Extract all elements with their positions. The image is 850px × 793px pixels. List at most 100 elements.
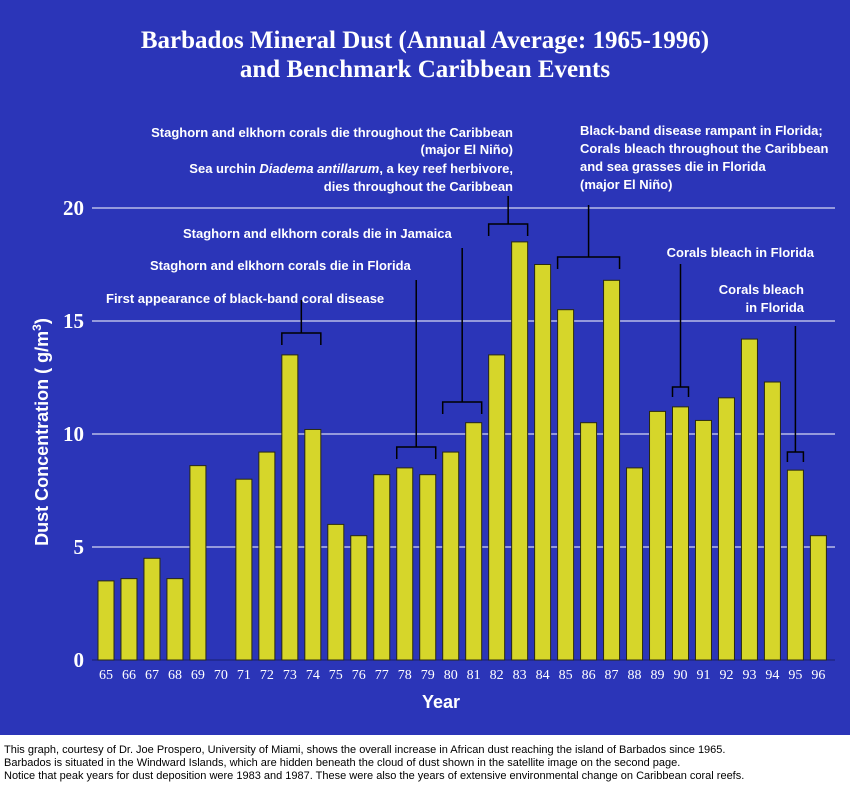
- bar-83: [511, 241, 529, 661]
- annotation-corals-die-caribbean: Staghorn and elkhorn corals die througho…: [151, 125, 513, 140]
- bar-67: [143, 557, 161, 661]
- bar-71: [235, 478, 253, 661]
- annotation-black-band-first: First appearance of black-band coral dis…: [106, 291, 384, 306]
- bar-88: [626, 467, 644, 661]
- bar-96: [809, 535, 827, 661]
- bar-91: [694, 419, 712, 661]
- event-bracket: [441, 248, 483, 414]
- x-tick-label: 73: [283, 668, 297, 683]
- bar-79: [419, 474, 437, 661]
- y-tick-label: 10: [63, 422, 84, 446]
- event-brackets: [281, 196, 805, 462]
- event-bracket: [487, 196, 529, 236]
- annotation-corals-die-florida: Staghorn and elkhorn corals die in Flori…: [150, 258, 412, 273]
- x-tick-label: 79: [421, 668, 435, 683]
- caption: This graph, courtesy of Dr. Joe Prospero…: [4, 744, 846, 783]
- y-axis-label-close: ): [32, 318, 52, 324]
- x-axis-ticks: 65 66 67 68 69 70 71 72 73 74 75 76 77 78 79 80 81 82 83 84…: [99, 668, 825, 683]
- x-tick-label: 80: [444, 668, 458, 683]
- y-axis-label: Dust Concentration ( g/m3): [30, 318, 52, 546]
- annotation-el-nino-1983: (major El Niño): [421, 142, 513, 157]
- caption-line-2: Barbados is situated in the Windward Isl…: [4, 757, 681, 769]
- bar-73: [281, 354, 299, 661]
- x-tick-label: 87: [605, 668, 619, 683]
- caption-line-3: Notice that peak years for dust depositi…: [4, 770, 745, 782]
- event-bracket: [671, 264, 690, 397]
- event-bracket: [281, 300, 322, 345]
- bar-69: [189, 465, 207, 661]
- bar-90: [672, 406, 689, 661]
- x-tick-label: 96: [811, 668, 825, 683]
- bar-72: [258, 451, 276, 661]
- bar-80: [442, 451, 460, 661]
- x-tick-label: 74: [306, 668, 320, 683]
- bar-85: [557, 309, 575, 661]
- bar-95: [786, 469, 804, 661]
- urchin-species: Diadema antillarum: [259, 161, 379, 176]
- x-tick-label: 68: [168, 668, 182, 683]
- x-tick-label: 71: [237, 668, 251, 683]
- urchin-suffix: , a key reef herbivore,: [379, 161, 513, 176]
- x-tick-label: 67: [145, 668, 159, 683]
- x-tick-label: 69: [191, 668, 205, 683]
- event-bracket: [395, 280, 437, 459]
- annotation-black-band-rampant: Black-band disease rampant in Florida;: [580, 123, 823, 138]
- x-axis-label: Year: [422, 692, 460, 712]
- chart-title-line-1: Barbados Mineral Dust (Annual Average: 1…: [141, 27, 709, 54]
- bar-77: [373, 474, 391, 661]
- urchin-prefix: Sea urchin: [189, 161, 259, 176]
- bar-94: [763, 381, 781, 661]
- caption-line-1: This graph, courtesy of Dr. Joe Prospero…: [4, 744, 726, 756]
- x-tick-label: 91: [696, 668, 710, 683]
- x-tick-label: 82: [490, 668, 504, 683]
- x-tick-label: 88: [628, 668, 642, 683]
- x-tick-label: 65: [99, 668, 113, 683]
- x-tick-label: 72: [260, 668, 274, 683]
- x-tick-label: 90: [674, 668, 688, 683]
- annotation-sea-urchin: Sea urchin Diadema antillarum, a key ree…: [189, 161, 513, 176]
- annotation-corals-bleach-caribbean: Corals bleach throughout the Caribbean: [580, 141, 829, 156]
- x-tick-label: 76: [352, 668, 366, 683]
- bar-93: [740, 338, 758, 661]
- chart-title-line-2: and Benchmark Caribbean Events: [240, 56, 610, 83]
- x-tick-label: 84: [536, 668, 550, 683]
- y-axis-label-exponent: 3: [30, 324, 44, 331]
- x-tick-label: 81: [467, 668, 481, 683]
- x-tick-label: 93: [742, 668, 756, 683]
- bar-65: [97, 580, 115, 661]
- x-tick-label: 95: [788, 668, 802, 683]
- annotation-bleach-florida-1990: Corals bleach in Florida: [667, 245, 815, 260]
- bar-82: [488, 354, 506, 661]
- x-tick-label: 75: [329, 668, 343, 683]
- annotation-bleach-florida-1995-line-2: in Florida: [746, 300, 805, 315]
- annotation-bleach-florida-1995-line-1: Corals bleach: [719, 282, 804, 297]
- y-tick-label: 5: [74, 535, 85, 559]
- x-tick-label: 86: [582, 668, 596, 683]
- x-tick-label: 83: [513, 668, 527, 683]
- bar-89: [649, 410, 667, 661]
- y-axis-ticks: 0 5 10 15 20: [63, 196, 84, 672]
- annotation-sea-grasses-die: and sea grasses die in Florida: [580, 159, 766, 174]
- annotation-el-nino-1987: (major El Niño): [580, 177, 672, 192]
- y-tick-label: 15: [63, 309, 84, 333]
- bar-81: [465, 422, 483, 661]
- bar-76: [350, 535, 368, 661]
- bar-74: [304, 428, 322, 661]
- event-bracket: [556, 205, 621, 269]
- x-tick-label: 89: [651, 668, 665, 683]
- bar-92: [717, 397, 735, 661]
- annotation-corals-die-jamaica: Staghorn and elkhorn corals die in Jamai…: [183, 226, 453, 241]
- bar-66: [120, 578, 138, 661]
- x-tick-label: 85: [559, 668, 573, 683]
- y-axis-label-main: Dust Concentration ( g/m: [32, 331, 52, 546]
- x-tick-label: 94: [765, 668, 779, 683]
- bar-87: [603, 279, 621, 661]
- bar-78: [396, 467, 414, 661]
- x-tick-label: 92: [719, 668, 733, 683]
- dust-chart: Barbados Mineral Dust (Annual Average: 1…: [30, 27, 835, 712]
- y-tick-label: 0: [74, 648, 85, 672]
- bar-68: [166, 578, 184, 661]
- event-bracket: [786, 326, 805, 462]
- x-tick-label: 66: [122, 668, 136, 683]
- bars: [97, 241, 827, 661]
